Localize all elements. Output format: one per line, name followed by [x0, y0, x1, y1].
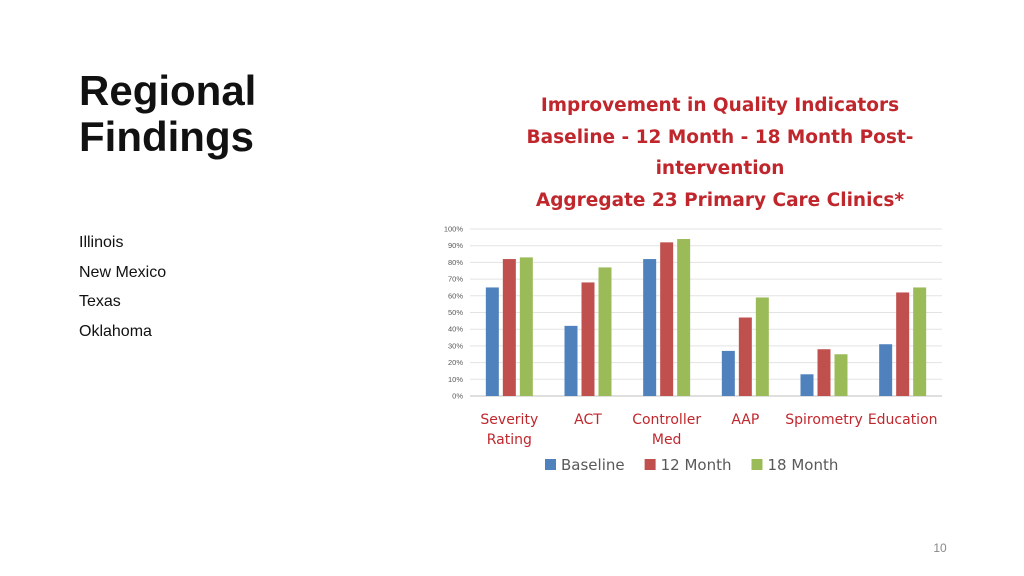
x-tick-label: ACT	[574, 412, 602, 428]
chart-title-line-2: Baseline - 12 Month - 18 Month Post-	[526, 126, 914, 148]
chart-title-line-4: Aggregate 23 Primary Care Clinics*	[535, 189, 905, 211]
x-tick-label: Rating	[487, 432, 532, 448]
bar	[800, 374, 814, 396]
bar	[817, 349, 831, 396]
bar	[502, 259, 516, 396]
legend-label: 12 Month	[661, 456, 732, 474]
region-item-new-mexico: New Mexico	[79, 263, 167, 281]
x-tick-label: Spirometry	[785, 412, 862, 428]
region-list: Illinois New Mexico Texas Oklahoma	[79, 232, 166, 350]
legend-label: 18 Month	[767, 456, 838, 474]
chart-title-line-3: intervention	[655, 158, 785, 179]
y-tick-label: 50%	[448, 308, 463, 317]
bar	[598, 267, 612, 396]
bar	[721, 350, 735, 396]
slide-title-line-2: Findings	[79, 113, 254, 160]
legend-swatch	[751, 459, 763, 470]
bar	[519, 257, 533, 396]
y-tick-label: 30%	[448, 341, 463, 350]
bar	[913, 287, 927, 396]
x-tick-label: Med	[652, 432, 682, 448]
bar	[564, 325, 578, 396]
chart-title: Improvement in Quality Indicators Baseli…	[470, 90, 970, 216]
bar	[896, 292, 910, 396]
x-tick-label: Education	[868, 412, 938, 428]
bar	[660, 242, 674, 396]
region-item-texas: Texas	[79, 293, 121, 310]
bar	[834, 354, 848, 396]
slide-title-line-1: Regional	[79, 67, 257, 114]
y-tick-label: 70%	[448, 275, 463, 284]
x-tick-label: Controller	[632, 412, 701, 428]
y-tick-label: 0%	[452, 392, 463, 401]
legend-swatch	[545, 459, 556, 470]
y-tick-label: 90%	[448, 241, 463, 250]
bar	[485, 287, 499, 396]
legend-label: Baseline	[561, 456, 625, 474]
y-tick-label: 20%	[448, 358, 463, 367]
legend-swatch	[644, 459, 656, 470]
y-tick-label: 40%	[448, 325, 463, 334]
x-tick-label: AAP	[731, 412, 759, 428]
y-tick-label: 100%	[444, 225, 464, 234]
bar	[738, 317, 752, 396]
bar	[581, 282, 595, 396]
y-tick-label: 60%	[448, 291, 463, 300]
bar	[879, 344, 893, 396]
x-tick-label: Severity	[480, 412, 538, 428]
bar	[643, 259, 657, 396]
page-number: 10	[933, 541, 947, 555]
region-item-oklahoma: Oklahoma	[79, 322, 152, 340]
chart-title-line-1: Improvement in Quality Indicators	[540, 95, 900, 116]
region-item-illinois: Illinois	[79, 234, 124, 251]
slide-title: Regional Findings	[79, 68, 256, 160]
bar	[677, 239, 691, 396]
bar	[755, 297, 769, 396]
y-tick-label: 80%	[448, 258, 463, 267]
y-tick-label: 10%	[448, 375, 463, 384]
